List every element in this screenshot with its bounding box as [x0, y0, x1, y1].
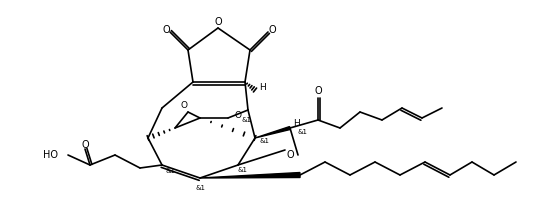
- Text: &1: &1: [238, 167, 248, 173]
- Polygon shape: [200, 172, 300, 178]
- Text: &1: &1: [298, 129, 308, 135]
- Text: O: O: [162, 25, 170, 35]
- Text: H: H: [292, 119, 300, 128]
- Polygon shape: [255, 126, 290, 138]
- Text: HO: HO: [43, 150, 58, 160]
- Text: O: O: [286, 150, 294, 160]
- Text: H: H: [258, 83, 266, 92]
- Text: O: O: [234, 110, 242, 120]
- Text: O: O: [214, 17, 222, 27]
- Text: &1: &1: [195, 185, 205, 191]
- Text: &1: &1: [165, 168, 175, 174]
- Text: O: O: [81, 140, 89, 150]
- Text: &1: &1: [241, 117, 251, 123]
- Text: &1: &1: [260, 138, 270, 144]
- Text: O: O: [268, 25, 276, 35]
- Text: O: O: [314, 86, 322, 96]
- Text: O: O: [180, 102, 187, 110]
